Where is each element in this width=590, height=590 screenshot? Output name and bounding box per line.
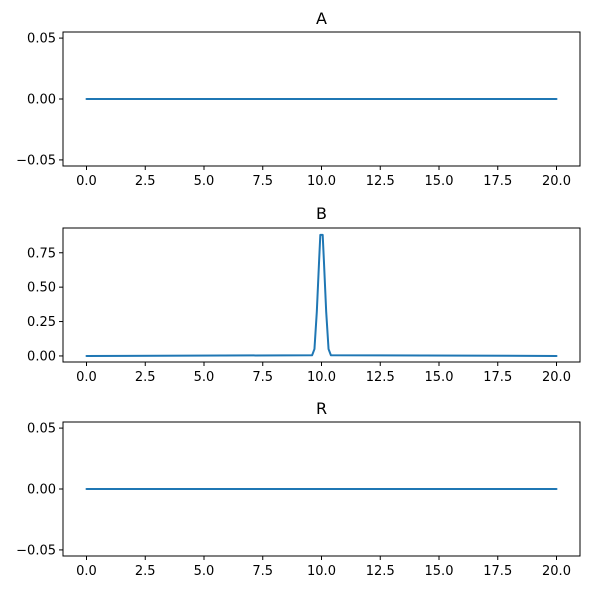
y-tick-label: 0.50 xyxy=(27,281,56,296)
x-tick-label: 2.5 xyxy=(135,370,156,385)
y-tick-label: 0.05 xyxy=(27,422,56,437)
y-tick-label: 0.05 xyxy=(27,32,56,47)
x-tick-label: 0.0 xyxy=(76,370,97,385)
y-tick-label: 0.00 xyxy=(27,93,56,108)
x-axis: 0.0 2.5 5.0 7.5 10.0 12.5 15.0 17.5 20.0 xyxy=(76,362,571,385)
x-tick-label: 10.0 xyxy=(307,564,336,579)
x-tick-label: 20.0 xyxy=(542,174,571,189)
x-tick-label: 5.0 xyxy=(194,370,215,385)
x-tick-label: 20.0 xyxy=(542,370,571,385)
x-tick-label: 5.0 xyxy=(194,174,215,189)
series-line xyxy=(85,233,558,357)
y-tick-label: −0.05 xyxy=(16,153,56,168)
x-tick-label: 7.5 xyxy=(252,174,273,189)
y-tick-label: 0.75 xyxy=(27,246,56,261)
chart-title: A xyxy=(316,9,327,28)
x-tick-label: 5.0 xyxy=(194,564,215,579)
x-tick-label: 17.5 xyxy=(483,564,512,579)
x-tick-label: 15.0 xyxy=(425,174,454,189)
y-tick-label: −0.05 xyxy=(16,543,56,558)
x-tick-label: 17.5 xyxy=(483,370,512,385)
subplot-r: R 0.0 2.5 5.0 7.5 10.0 12.5 15.0 17.5 20.0 0.000… xyxy=(16,399,581,579)
x-tick-label: 10.0 xyxy=(307,174,336,189)
x-tick-label: 12.5 xyxy=(366,370,395,385)
x-tick-label: 15.0 xyxy=(425,564,454,579)
x-tick-label: 20.0 xyxy=(542,564,571,579)
y-axis: 0.00 0.25 0.50 0.75 xyxy=(27,246,63,364)
x-tick-label: 2.5 xyxy=(135,174,156,189)
y-axis: 0.00 0.05 −0.05 xyxy=(16,422,63,558)
y-axis: 0.00 0.05 −0.05 xyxy=(16,32,63,168)
chart-title: B xyxy=(316,204,327,223)
x-tick-label: 7.5 xyxy=(252,564,273,579)
x-tick-label: 17.5 xyxy=(483,174,512,189)
x-tick-label: 0.0 xyxy=(76,174,97,189)
chart-title: R xyxy=(316,399,327,418)
x-tick-label: 15.0 xyxy=(425,370,454,385)
subplot-b: B 0.0 2.5 5.0 7.5 10.0 12.5 15.0 17.5 20.0 0.000… xyxy=(27,204,581,385)
x-tick-label: 10.0 xyxy=(307,370,336,385)
x-tick-label: 7.5 xyxy=(252,370,273,385)
plot-frame xyxy=(62,227,581,363)
x-axis: 0.0 2.5 5.0 7.5 10.0 12.5 15.0 17.5 20.0 xyxy=(76,556,571,579)
subplot-a: A 0.0 2.5 5.0 7.5 10.0 12.5 15.0 17.5 20.0 0.000… xyxy=(16,9,581,189)
x-tick-label: 12.5 xyxy=(366,564,395,579)
x-tick-label: 0.0 xyxy=(76,564,97,579)
x-axis: 0.0 2.5 5.0 7.5 10.0 12.5 15.0 17.5 20.0 xyxy=(76,166,571,189)
y-tick-label: 0.00 xyxy=(27,349,56,364)
y-tick-label: 0.00 xyxy=(27,483,56,498)
y-tick-label: 0.25 xyxy=(27,315,56,330)
x-tick-label: 2.5 xyxy=(135,564,156,579)
x-tick-label: 12.5 xyxy=(366,174,395,189)
